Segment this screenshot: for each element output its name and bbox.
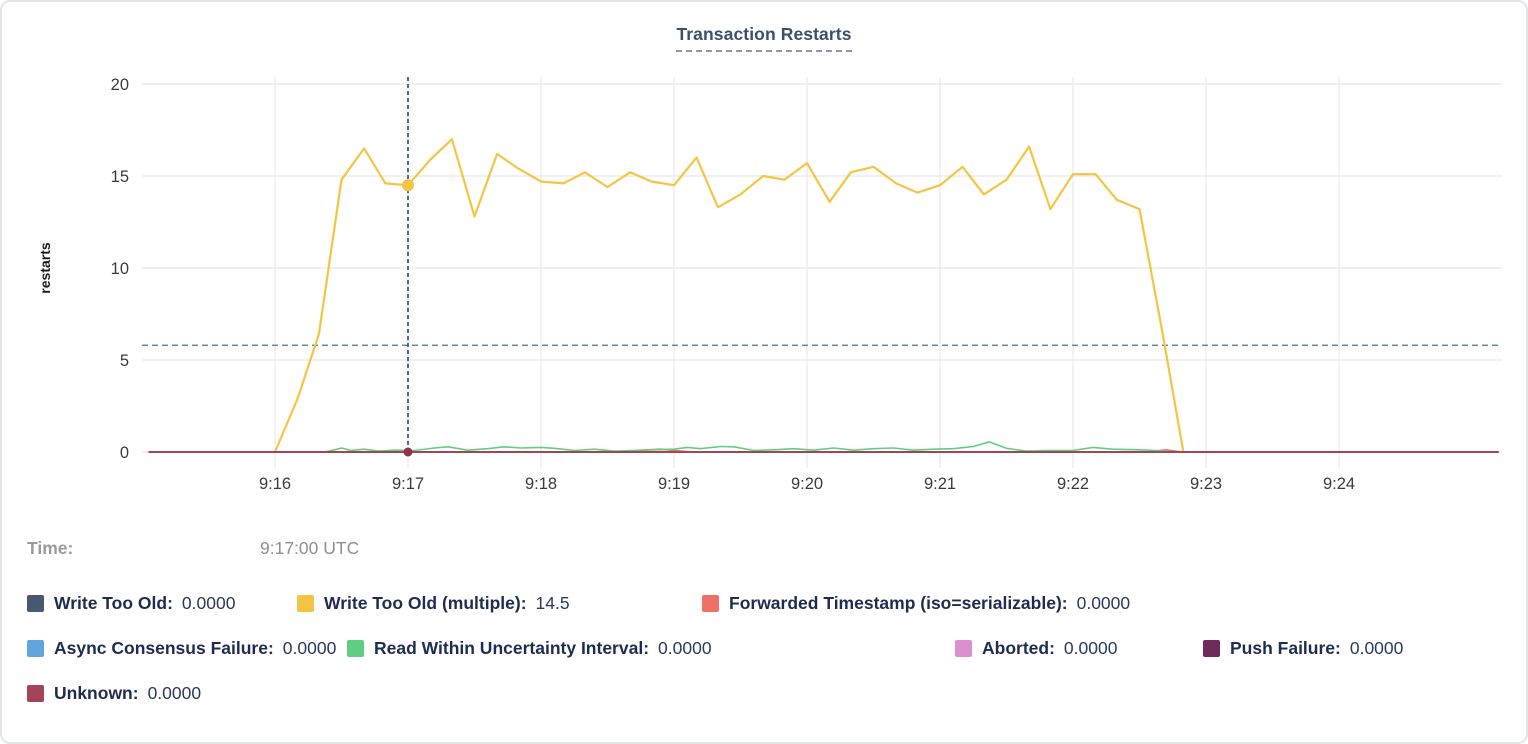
series-line-read-within-uncertainty-interval [324, 441, 1187, 453]
y-axis-label: restarts [37, 242, 53, 294]
y-tick-label: 10 [111, 260, 129, 278]
legend-swatch-aborted [955, 639, 972, 657]
y-tick-label: 5 [120, 352, 129, 370]
crosshair [402, 77, 414, 457]
legend-label-write-too-old: Write Too Old: [54, 592, 173, 613]
x-tick-label: 9:16 [259, 475, 291, 493]
series-line-write-too-old-multiple [273, 138, 1185, 453]
legend-label-unknown: Unknown: [54, 682, 139, 703]
legend-swatch-write-too-old-multiple [297, 594, 314, 612]
transaction-restarts-chart[interactable]: 0 5 10 15 20 9:16 9:17 9:18 9:19 9:20 9:21 9:22 9:23… [2, 2, 1528, 517]
legend-item-forwarded-timestamp: Forwarded Timestamp (iso=serializable): 0… [702, 593, 1130, 614]
hover-time-row: Time: 9:17:00 UTC [2, 538, 1526, 564]
legend-item-read-within-uncertainty-interval: Read Within Uncertainty Interval: 0.0000 [347, 638, 955, 659]
legend-label-write-too-old-multiple: Write Too Old (multiple): [324, 592, 527, 613]
legend-item-aborted: Aborted: 0.0000 [955, 638, 1203, 659]
legend-swatch-forwarded-timestamp [702, 594, 719, 612]
legend-value-unknown: 0.0000 [147, 682, 202, 703]
legend-label-read-within-uncertainty-interval: Read Within Uncertainty Interval: [374, 637, 650, 658]
chart-title[interactable]: Transaction Restarts [676, 24, 852, 52]
legend-value-write-too-old: 0.0000 [181, 592, 236, 613]
y-tick-label: 0 [120, 444, 129, 462]
legend-value-forwarded-timestamp: 0.0000 [1076, 592, 1131, 613]
x-tick-label: 9:17 [392, 475, 424, 493]
hover-point-zero [403, 447, 413, 457]
x-tick-label: 9:24 [1323, 475, 1355, 493]
legend-row-1: Write Too Old: 0.0000 Write Too Old (multi… [27, 590, 1130, 616]
y-tick-label: 15 [111, 168, 129, 186]
legend-label-push-failure: Push Failure: [1230, 637, 1341, 658]
legend-row-2: Async Consensus Failure: 0.0000 Read Withi… [27, 635, 1403, 661]
chart-title-wrap: Transaction Restarts [2, 24, 1526, 52]
chart-gridlines: 0 5 10 15 20 9:16 9:17 9:18 9:19 9:20 9:21 9:22 9:23… [111, 76, 1502, 493]
legend-swatch-push-failure [1203, 639, 1220, 657]
legend-swatch-unknown [27, 684, 44, 702]
legend-value-async-consensus-failure: 0.0000 [282, 637, 337, 658]
legend-label-aborted: Aborted: [982, 637, 1055, 658]
legend-item-write-too-old: Write Too Old: 0.0000 [27, 593, 297, 614]
legend-value-read-within-uncertainty-interval: 0.0000 [658, 637, 712, 658]
legend-item-unknown: Unknown: 0.0000 [27, 683, 201, 704]
legend-label-forwarded-timestamp: Forwarded Timestamp (iso=serializable): [729, 592, 1068, 613]
legend-item-write-too-old-multiple: Write Too Old (multiple): 14.5 [297, 593, 702, 614]
legend-item-async-consensus-failure: Async Consensus Failure: 0.0000 [27, 638, 347, 659]
y-tick-label: 20 [111, 76, 129, 94]
hover-point-selected [402, 179, 414, 192]
x-tick-label: 9:18 [525, 475, 557, 493]
legend-value-push-failure: 0.0000 [1349, 637, 1404, 658]
legend-swatch-async-consensus-failure [27, 639, 44, 657]
legend-swatch-write-too-old [27, 594, 44, 612]
legend-value-write-too-old-multiple: 14.5 [535, 592, 570, 613]
x-tick-label: 9:20 [791, 475, 823, 493]
x-tick-label: 9:21 [924, 475, 956, 493]
chart-series [148, 138, 1499, 453]
x-tick-label: 9:19 [658, 475, 690, 493]
legend-item-push-failure: Push Failure: 0.0000 [1203, 638, 1403, 659]
hover-time-label: Time: [27, 538, 74, 558]
legend-value-aborted: 0.0000 [1063, 637, 1118, 658]
x-tick-label: 9:23 [1190, 475, 1222, 493]
legend-swatch-read-within-uncertainty-interval [347, 639, 364, 657]
legend-label-async-consensus-failure: Async Consensus Failure: [54, 637, 274, 658]
legend-row-3: Unknown: 0.0000 [27, 680, 201, 706]
x-tick-label: 9:22 [1057, 475, 1089, 493]
hover-time-value: 9:17:00 UTC [260, 538, 360, 558]
